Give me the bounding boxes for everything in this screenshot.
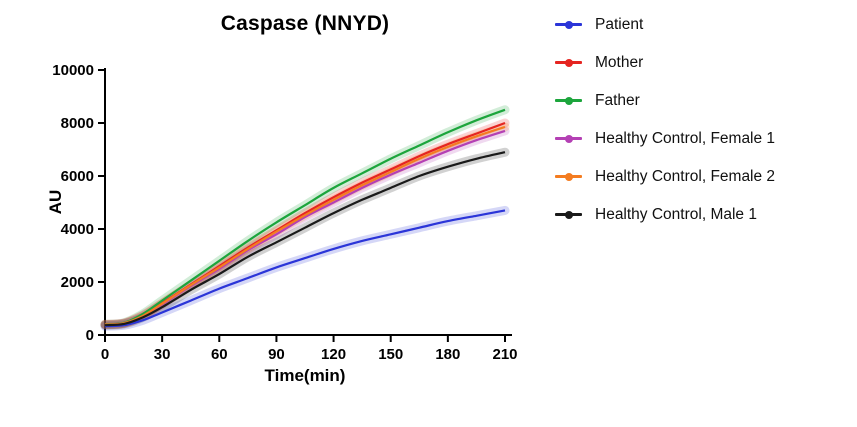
legend-line-icon: [555, 58, 582, 67]
legend-line-icon: [555, 20, 582, 29]
legend-label: Patient: [595, 15, 644, 33]
series-line-healthy-control-female-2: [104, 125, 506, 326]
y-tick-label: 10000: [52, 62, 94, 79]
y-tick-label: 8000: [61, 115, 94, 132]
legend-label: Healthy Control, Female 1: [595, 129, 776, 147]
legend: Patient Mother Father Healthy Control, Fema…: [555, 10, 775, 229]
x-tick-label: 150: [378, 346, 403, 363]
legend-marker-icon: [565, 210, 573, 219]
legend-line-icon: [555, 172, 582, 181]
legend-label: Healthy Control, Male 1: [595, 205, 757, 223]
legend-marker-icon: [565, 172, 573, 181]
y-tick-label: 2000: [61, 274, 94, 291]
legend-item-healthy-control-male-1: Healthy Control, Male 1: [555, 200, 775, 229]
legend-label: Father: [595, 91, 640, 109]
x-tick-label: 120: [321, 346, 346, 363]
legend-line-icon: [555, 134, 582, 143]
x-axis-label: Time(min): [264, 366, 346, 385]
legend-item-healthy-control-female-1: Healthy Control, Female 1: [555, 124, 775, 153]
series-line-healthy-control-male-1: [104, 151, 506, 327]
plot-canvas: 0 2000 4000 6000 8000 10000 0 30 60 90 120 150 180 21…: [52, 62, 517, 363]
legend-item-healthy-control-female-2: Healthy Control, Female 2: [555, 162, 775, 191]
x-tick-label: 210: [492, 346, 517, 363]
x-tick-label: 60: [211, 346, 228, 363]
legend-label: Healthy Control, Female 2: [595, 167, 776, 185]
y-tick-label: 0: [86, 327, 94, 344]
legend-marker-icon: [565, 20, 573, 29]
x-tick-label: 90: [268, 346, 285, 363]
chart-title: Caspase (NNYD): [220, 12, 390, 35]
y-tick-label: 6000: [61, 168, 94, 185]
x-tick-label: 180: [435, 346, 460, 363]
series-line-father: [104, 108, 506, 326]
legend-item-father: Father: [555, 86, 775, 115]
x-tick-label: 30: [154, 346, 171, 363]
legend-line-icon: [555, 210, 582, 219]
legend-marker-icon: [565, 58, 573, 67]
series-line-patient: [104, 209, 506, 328]
legend-line-icon: [555, 96, 582, 105]
x-tick-label: 0: [101, 346, 109, 363]
legend-item-mother: Mother: [555, 48, 775, 77]
legend-marker-icon: [565, 96, 573, 105]
legend-label: Mother: [595, 53, 644, 71]
y-tick-label: 4000: [61, 221, 94, 238]
legend-marker-icon: [565, 134, 573, 143]
legend-item-patient: Patient: [555, 10, 775, 39]
